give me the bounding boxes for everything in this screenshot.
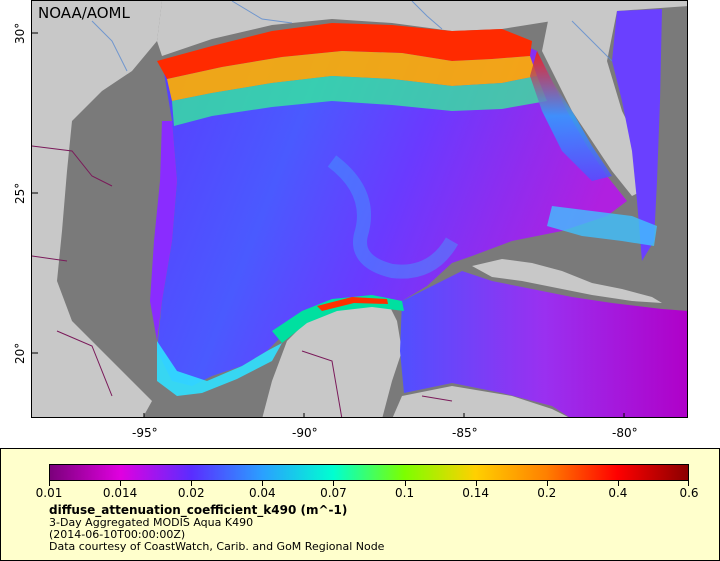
land-central-america bbox=[392, 386, 568, 417]
campeche-band bbox=[272, 295, 404, 343]
colorbar-label: 0.2 bbox=[537, 486, 557, 500]
credit-text: NOAA/AOML bbox=[38, 4, 130, 22]
straits-band bbox=[547, 206, 657, 246]
caribbean-water bbox=[400, 271, 687, 417]
bay-campeche-band bbox=[157, 341, 282, 396]
land-west bbox=[32, 1, 162, 417]
west-coastal-strip bbox=[150, 121, 177, 341]
colorbar-label: 0.07 bbox=[320, 486, 347, 500]
north-coastal-band-2 bbox=[167, 51, 537, 101]
colorbar-tick bbox=[404, 481, 406, 486]
florida-shelf bbox=[530, 51, 612, 181]
data-courtesy: Data courtesy of CoastWatch, Carib. and … bbox=[49, 540, 385, 553]
map-panel[interactable]: NOAA/AOML bbox=[31, 0, 688, 418]
colorbar-label: 0.1 bbox=[395, 486, 415, 500]
colorbar-label: 0.02 bbox=[177, 486, 205, 500]
legend-panel: diffuse_attenuation_coefficient_k490 (m^… bbox=[0, 448, 720, 561]
colorbar-tick bbox=[688, 481, 689, 486]
dataset-time: (2014-06-10T00:00:00Z) bbox=[49, 528, 186, 541]
variable-name: diffuse_attenuation_coefficient_k490 (m^… bbox=[49, 503, 348, 517]
colorbar-label: 0.01 bbox=[35, 486, 63, 500]
land-florida bbox=[542, 1, 687, 196]
axis-ticks bbox=[32, 32, 625, 417]
y-tick-label: 20° bbox=[13, 342, 27, 364]
colorbar-tick bbox=[617, 481, 619, 486]
land-cuba bbox=[472, 259, 662, 303]
colorbar-tick bbox=[191, 481, 193, 486]
y-tick-label: 30° bbox=[13, 22, 27, 44]
colorbar-label: 0.014 bbox=[102, 486, 138, 500]
x-tick-label: -85° bbox=[452, 426, 478, 440]
colorbar-tick bbox=[262, 481, 264, 486]
colorbar-tick bbox=[49, 481, 50, 486]
north-coastal-band bbox=[157, 23, 532, 79]
north-coastal-band-3 bbox=[172, 76, 547, 126]
rivers bbox=[91, 1, 613, 72]
colorbar-label: 0.6 bbox=[679, 486, 699, 500]
colorbar bbox=[49, 464, 689, 481]
colorbar-tick bbox=[120, 481, 122, 486]
gulf-water bbox=[157, 27, 627, 386]
colorbar-tick bbox=[546, 481, 548, 486]
land-yucatan bbox=[262, 297, 402, 417]
loop-current bbox=[327, 155, 459, 279]
x-tick-label: -95° bbox=[132, 426, 158, 440]
colorbar-tick bbox=[333, 481, 335, 486]
atlantic-water bbox=[612, 9, 662, 261]
x-tick-label: -80° bbox=[612, 426, 638, 440]
dataset-description: 3-Day Aggregated MODIS Aqua K490 bbox=[49, 516, 254, 529]
campeche-red bbox=[317, 297, 388, 311]
k490-map bbox=[32, 1, 687, 417]
colorbar-tick bbox=[475, 481, 477, 486]
colorbar-label: 0.04 bbox=[248, 486, 276, 500]
y-tick-label: 25° bbox=[13, 182, 27, 204]
colorbar-label: 0.4 bbox=[608, 486, 628, 500]
colorbar-label: 0.14 bbox=[462, 486, 490, 500]
political-borders bbox=[32, 145, 453, 417]
x-tick-label: -90° bbox=[292, 426, 318, 440]
